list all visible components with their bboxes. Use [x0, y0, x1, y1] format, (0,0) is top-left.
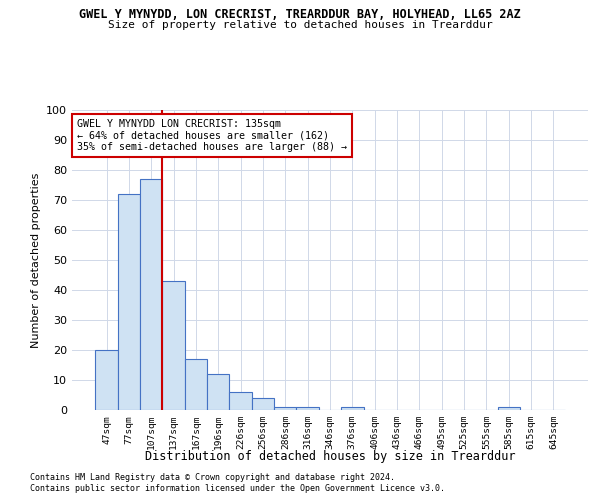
Text: Contains HM Land Registry data © Crown copyright and database right 2024.: Contains HM Land Registry data © Crown c… [30, 472, 395, 482]
Text: Size of property relative to detached houses in Trearddur: Size of property relative to detached ho… [107, 20, 493, 30]
Bar [274, 407, 296, 410]
Bar [95, 350, 118, 410]
Text: Distribution of detached houses by size in Trearddur: Distribution of detached houses by size … [145, 450, 515, 463]
Bar [296, 407, 319, 410]
Bar [497, 407, 520, 410]
Bar [185, 359, 207, 410]
Text: GWEL Y MYNYDD, LON CRECRIST, TREARDDUR BAY, HOLYHEAD, LL65 2AZ: GWEL Y MYNYDD, LON CRECRIST, TREARDDUR B… [79, 8, 521, 20]
Bar [140, 179, 163, 410]
Bar [163, 281, 185, 410]
Y-axis label: Number of detached properties: Number of detached properties [31, 172, 41, 348]
Text: Contains public sector information licensed under the Open Government Licence v3: Contains public sector information licen… [30, 484, 445, 493]
Bar [229, 392, 252, 410]
Bar [207, 374, 229, 410]
Bar [252, 398, 274, 410]
Bar [341, 407, 364, 410]
Text: GWEL Y MYNYDD LON CRECRIST: 135sqm
← 64% of detached houses are smaller (162)
35: GWEL Y MYNYDD LON CRECRIST: 135sqm ← 64%… [77, 119, 347, 152]
Bar [118, 194, 140, 410]
